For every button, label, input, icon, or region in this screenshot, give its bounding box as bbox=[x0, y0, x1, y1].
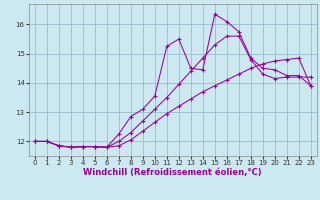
X-axis label: Windchill (Refroidissement éolien,°C): Windchill (Refroidissement éolien,°C) bbox=[84, 168, 262, 177]
